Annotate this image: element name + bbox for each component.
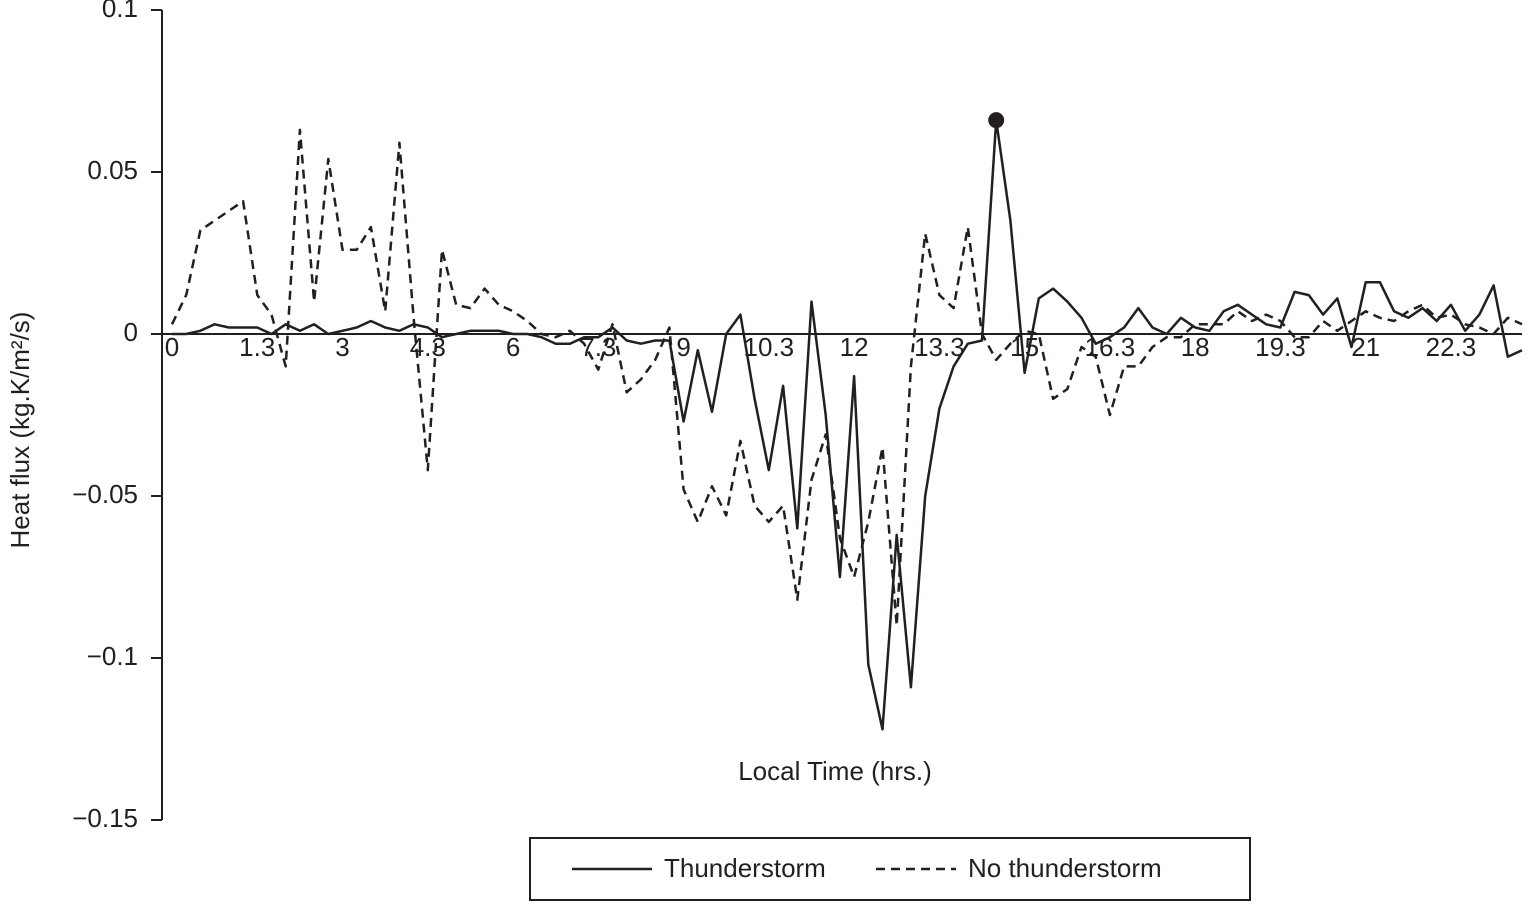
x-tick-label: 10.3 bbox=[744, 332, 795, 362]
x-tick-label: 18 bbox=[1181, 332, 1210, 362]
highlight-point bbox=[988, 112, 1005, 129]
x-tick-label: 13.3 bbox=[914, 332, 965, 362]
y-tick-label: −0.1 bbox=[87, 641, 138, 671]
y-tick-label: 0 bbox=[124, 317, 138, 347]
y-axis-title: Heat flux (kg.K/m²/s) bbox=[5, 312, 35, 549]
legend-box bbox=[529, 837, 1251, 901]
data-line bbox=[170, 128, 1523, 627]
x-tick-label: 6 bbox=[506, 332, 520, 362]
data-line bbox=[172, 118, 1523, 731]
x-tick-label: 15 bbox=[1010, 332, 1039, 362]
x-tick-label: 9 bbox=[676, 332, 690, 362]
x-tick-label: 0 bbox=[165, 332, 179, 362]
x-tick-label: 1.3 bbox=[239, 332, 275, 362]
x-tick-label: 3 bbox=[335, 332, 349, 362]
legend-label: No thunderstorm bbox=[968, 853, 1162, 883]
y-tick-label: −0.05 bbox=[72, 479, 138, 509]
x-tick-label: 22.3 bbox=[1426, 332, 1477, 362]
y-tick-label: 0.1 bbox=[102, 0, 138, 23]
x-tick-label: 21 bbox=[1351, 332, 1380, 362]
x-tick-label: 19.3 bbox=[1255, 332, 1306, 362]
x-axis-title: Local Time (hrs.) bbox=[738, 756, 932, 786]
legend-label: Thunderstorm bbox=[664, 853, 826, 883]
y-tick-label: −0.15 bbox=[72, 803, 138, 833]
y-tick-label: 0.05 bbox=[87, 155, 138, 185]
x-tick-label: 12 bbox=[840, 332, 869, 362]
